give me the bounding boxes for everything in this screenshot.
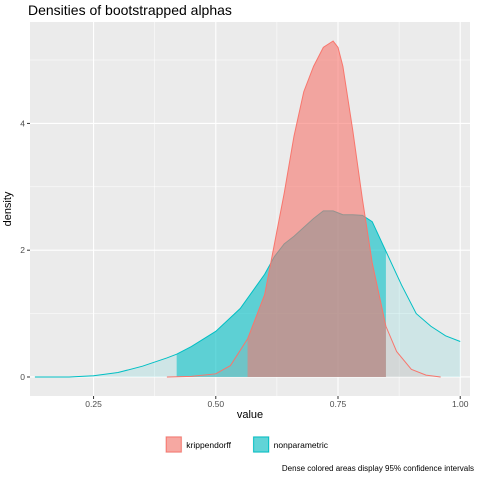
legend-label-nonparametric: nonparametric (274, 440, 329, 450)
x-tick-label: 0.25 (85, 399, 102, 409)
x-axis: 0.25 0.50 0.75 1.00 (85, 396, 469, 409)
legend-key-nonparametric (253, 436, 270, 453)
legend-label-krippendorff: krippendorff (186, 440, 231, 450)
x-tick-label: 0.75 (330, 399, 347, 409)
y-tick-label: 4 (20, 118, 25, 128)
y-axis-title: density (2, 191, 14, 226)
y-axis: 0 2 4 (20, 118, 30, 382)
x-axis-title: value (237, 409, 263, 421)
legend-key-krippendorff (165, 436, 182, 453)
legend: krippendorff nonparametric (165, 436, 329, 453)
series-layer (34, 40, 461, 378)
y-tick-label: 0 (20, 372, 25, 382)
y-tick-label: 2 (20, 245, 25, 255)
ci-area-krippendorff (247, 41, 386, 377)
chart-title: Densities of bootstrapped alphas (28, 2, 232, 18)
density-line-krippendorff (166, 40, 441, 378)
x-tick-label: 0.50 (208, 399, 225, 409)
chart-caption: Dense colored areas display 95% confiden… (282, 464, 474, 473)
x-tick-label: 1.00 (452, 399, 469, 409)
